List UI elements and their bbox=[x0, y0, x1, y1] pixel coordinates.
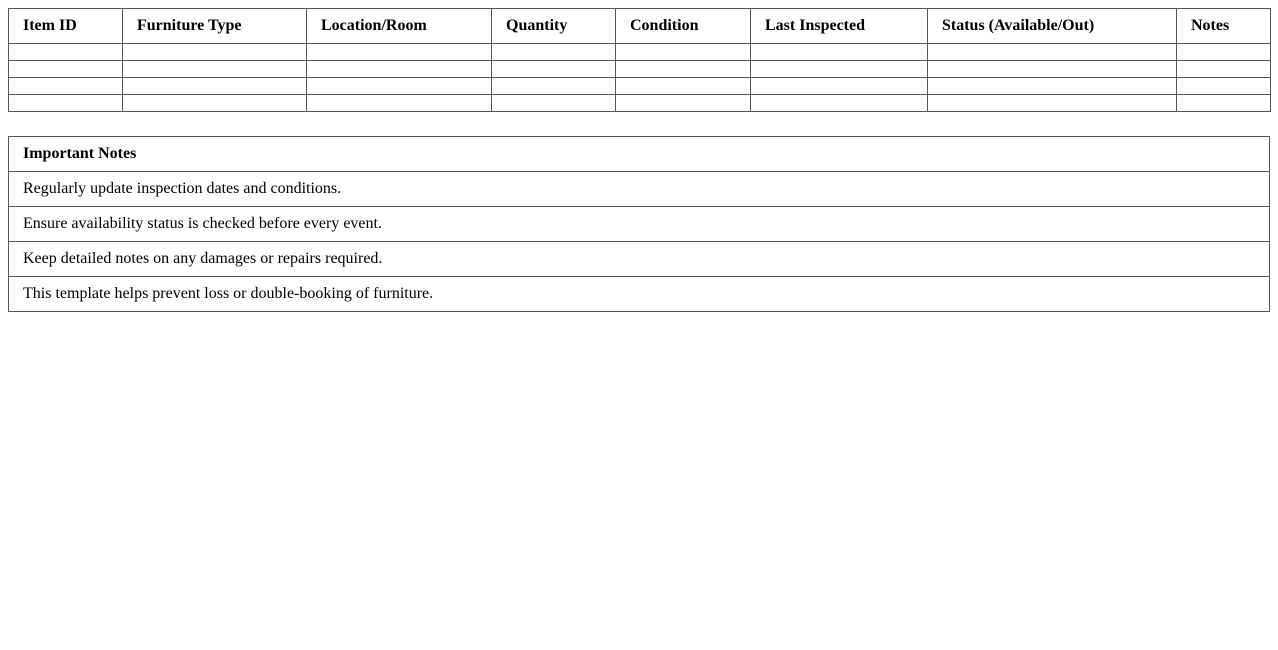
table-cell[interactable] bbox=[615, 94, 751, 112]
table-cell[interactable] bbox=[491, 94, 616, 112]
table-cell[interactable] bbox=[491, 60, 616, 78]
table-cell[interactable] bbox=[750, 77, 928, 95]
table-cell[interactable] bbox=[927, 60, 1177, 78]
table-cell[interactable] bbox=[8, 94, 123, 112]
column-header: Condition bbox=[615, 8, 751, 44]
notes-table: Important Notes Regularly update inspect… bbox=[8, 136, 1270, 312]
table-row bbox=[8, 43, 1271, 61]
table-cell[interactable] bbox=[8, 60, 123, 78]
table-cell[interactable] bbox=[927, 43, 1177, 61]
column-header: Last Inspected bbox=[750, 8, 928, 44]
table-cell[interactable] bbox=[306, 77, 492, 95]
note-row: Keep detailed notes on any damages or re… bbox=[8, 241, 1270, 277]
table-cell[interactable] bbox=[8, 77, 123, 95]
notes-title: Important Notes bbox=[8, 136, 1270, 172]
table-cell[interactable] bbox=[122, 60, 307, 78]
table-cell[interactable] bbox=[1176, 77, 1271, 95]
table-cell[interactable] bbox=[750, 60, 928, 78]
table-cell[interactable] bbox=[491, 77, 616, 95]
table-cell[interactable] bbox=[927, 94, 1177, 112]
table-row bbox=[8, 94, 1271, 112]
column-header: Notes bbox=[1176, 8, 1271, 44]
note-item: This template helps prevent loss or doub… bbox=[8, 276, 1270, 312]
table-cell[interactable] bbox=[1176, 94, 1271, 112]
table-cell[interactable] bbox=[122, 94, 307, 112]
note-item: Ensure availability status is checked be… bbox=[8, 206, 1270, 242]
table-cell[interactable] bbox=[927, 77, 1177, 95]
note-item: Keep detailed notes on any damages or re… bbox=[8, 241, 1270, 277]
table-cell[interactable] bbox=[1176, 43, 1271, 61]
table-row bbox=[8, 60, 1271, 78]
table-cell[interactable] bbox=[750, 43, 928, 61]
note-row: Ensure availability status is checked be… bbox=[8, 206, 1270, 242]
table-cell[interactable] bbox=[122, 77, 307, 95]
table-cell[interactable] bbox=[306, 60, 492, 78]
table-cell[interactable] bbox=[306, 94, 492, 112]
table-row bbox=[8, 77, 1271, 95]
table-cell[interactable] bbox=[8, 43, 123, 61]
table-cell[interactable] bbox=[1176, 60, 1271, 78]
column-header: Status (Available/Out) bbox=[927, 8, 1177, 44]
table-cell[interactable] bbox=[615, 43, 751, 61]
note-item: Regularly update inspection dates and co… bbox=[8, 171, 1270, 207]
table-cell[interactable] bbox=[750, 94, 928, 112]
note-row: This template helps prevent loss or doub… bbox=[8, 276, 1270, 312]
table-cell[interactable] bbox=[306, 43, 492, 61]
note-row: Regularly update inspection dates and co… bbox=[8, 171, 1270, 207]
table-cell[interactable] bbox=[491, 43, 616, 61]
column-header: Furniture Type bbox=[122, 8, 307, 44]
table-cell[interactable] bbox=[615, 77, 751, 95]
column-header: Location/Room bbox=[306, 8, 492, 44]
column-header: Quantity bbox=[491, 8, 616, 44]
inventory-table: Item ID Furniture Type Location/Room Quanti… bbox=[8, 8, 1271, 112]
header-row: Item ID Furniture Type Location/Room Quanti… bbox=[8, 8, 1271, 44]
table-cell[interactable] bbox=[122, 43, 307, 61]
table-cell[interactable] bbox=[615, 60, 751, 78]
column-header: Item ID bbox=[8, 8, 123, 44]
